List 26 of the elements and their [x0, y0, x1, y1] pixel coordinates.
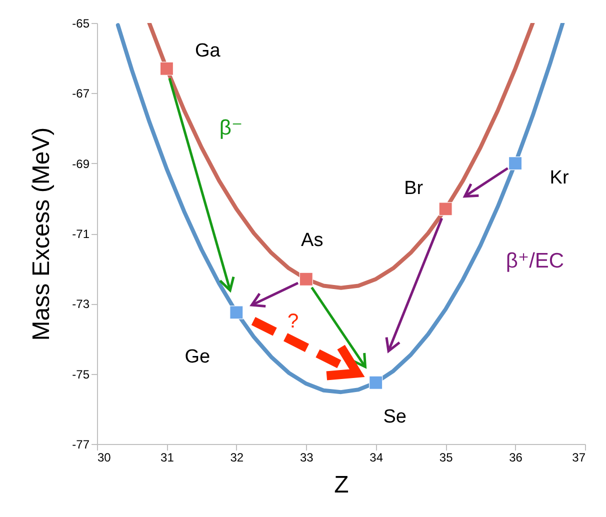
annotation: Kr — [550, 167, 570, 188]
y-tick-label: -71 — [72, 227, 90, 241]
x-tick-label: 31 — [160, 450, 174, 464]
y-axis-title: Mass Excess (MeV) — [28, 127, 56, 341]
annotation: Br — [404, 178, 424, 199]
x-tick-label: 34 — [370, 450, 384, 464]
annotation: Se — [383, 406, 406, 428]
annotation: ? — [287, 310, 299, 332]
x-tick-label: 32 — [230, 450, 244, 464]
x-tick-label: 37 — [572, 450, 586, 464]
x-tick-label: 33 — [300, 450, 314, 464]
annotation: β⁺/EC — [506, 250, 564, 273]
x-axis-title: Z — [334, 472, 349, 498]
annotation: As — [301, 230, 324, 252]
y-tick-label: -65 — [72, 16, 90, 30]
annotation: Ga — [195, 40, 221, 62]
x-tick-label: 36 — [509, 450, 523, 464]
x-tick-label: 35 — [439, 450, 454, 464]
annotation: Ge — [184, 346, 210, 368]
annotation: β⁻ — [219, 116, 243, 140]
y-tick-label: -73 — [72, 297, 90, 312]
y-tick-label: -75 — [72, 367, 90, 382]
y-tick-label: -67 — [72, 86, 90, 101]
y-tick-label: -69 — [72, 156, 90, 171]
x-tick-label: 30 — [98, 450, 112, 464]
y-tick-label: -77 — [72, 438, 90, 452]
